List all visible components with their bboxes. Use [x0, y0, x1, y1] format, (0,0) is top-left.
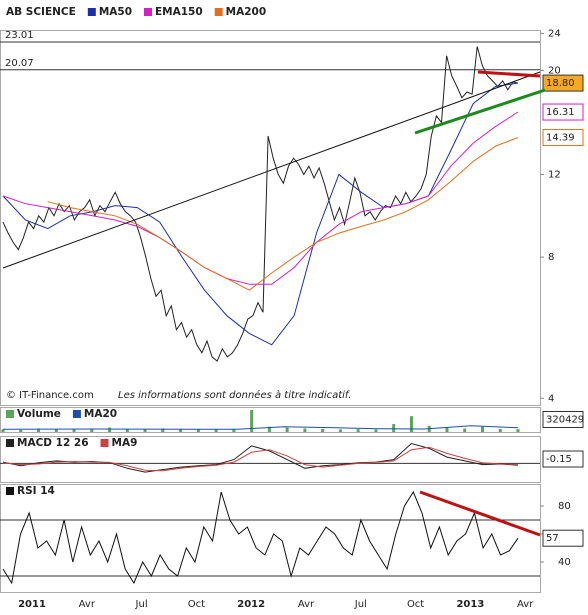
volume-bar	[392, 424, 396, 432]
volume-bar	[463, 428, 467, 432]
x-tick-label: 2013	[456, 599, 484, 610]
trend-line	[477, 70, 541, 78]
volume-bar	[321, 428, 325, 432]
value-badge-label: 320429	[546, 415, 584, 426]
legend-swatch	[87, 8, 96, 16]
volume-bar	[356, 429, 360, 432]
x-tick-label: Jul	[354, 599, 367, 610]
legend-swatch	[214, 8, 223, 16]
volume-bar	[108, 427, 112, 432]
panel-frame	[0, 484, 541, 593]
value-badge	[542, 529, 584, 547]
y-tick-label: 12	[548, 170, 561, 181]
source: © IT-Finance.com	[6, 390, 94, 401]
value-badge	[542, 129, 584, 147]
value-badge	[542, 74, 584, 92]
y-tick-label: 4	[548, 393, 554, 404]
volume-bar	[37, 428, 41, 432]
trend-line	[2, 71, 541, 269]
volume-bar	[90, 429, 94, 432]
value-badge-label: 14.39	[546, 133, 575, 144]
level-label: 20.07	[5, 58, 34, 69]
series-line	[2, 46, 519, 362]
volume-bar	[250, 410, 254, 432]
legend-swatch	[6, 439, 14, 447]
x-tick-label: Avr	[79, 599, 96, 610]
trend-line	[414, 88, 546, 135]
x-tick-label: Oct	[188, 599, 205, 610]
volume-bar	[161, 428, 165, 432]
legend-label: MA20	[84, 408, 117, 420]
series-line	[2, 446, 519, 472]
volume-bar	[480, 426, 484, 432]
legend-swatch	[6, 487, 14, 495]
y-tick-label: 8	[548, 252, 554, 263]
x-tick-label: Avr	[298, 599, 315, 610]
y-tick-label: 20	[548, 65, 561, 76]
disclaimer: Les informations sont données à titre in…	[118, 389, 351, 401]
x-tick-label: 2012	[237, 599, 265, 610]
volume-bar	[196, 429, 200, 432]
volume-bar	[498, 428, 502, 432]
volume-bar	[54, 428, 58, 432]
volume-bar	[143, 429, 147, 432]
panel-frame	[0, 436, 541, 483]
panel-frame	[0, 30, 541, 406]
legend-label: RSI 14	[17, 485, 55, 497]
volume-bar	[303, 428, 307, 432]
volume-bar	[19, 429, 23, 432]
volume-bar	[214, 429, 218, 432]
volume-bar	[409, 416, 413, 432]
series-line	[47, 137, 519, 291]
value-badge	[542, 411, 584, 428]
panel-frame	[0, 407, 541, 433]
legend-swatch	[6, 410, 14, 418]
legend-label: MA50	[99, 6, 132, 18]
trend-line	[419, 490, 541, 537]
volume-bar	[72, 429, 76, 432]
x-tick-label: Oct	[407, 599, 424, 610]
value-badge-label: 18.80	[546, 78, 575, 89]
series-line	[2, 82, 519, 346]
volume-bar	[516, 429, 520, 432]
legend-label: AB SCIENCE	[6, 6, 76, 18]
y-tick-label: 24	[548, 28, 561, 39]
legend-label: Volume	[17, 408, 61, 420]
volume-bar	[179, 428, 183, 432]
x-tick-label: Jul	[135, 599, 148, 610]
trend-lines	[2, 70, 546, 537]
volume-bar	[285, 427, 289, 432]
volume-bar	[338, 429, 342, 432]
volume-bar	[125, 428, 129, 432]
legend-label: MACD 12 26	[17, 437, 89, 449]
value-badge-label: 16.31	[546, 107, 575, 118]
x-tick-label: 2011	[18, 599, 46, 610]
volume-bar	[374, 429, 378, 432]
series-line	[2, 111, 519, 285]
volume-bar	[1, 429, 5, 432]
value-badge-label: -0.15	[546, 454, 572, 465]
volume-bar	[267, 426, 271, 432]
series-line	[2, 490, 519, 585]
legend-swatch	[100, 439, 109, 447]
y-tick-label: 40	[558, 557, 571, 568]
legend-label: EMA150	[155, 6, 203, 18]
value-badge-label: 57	[546, 533, 559, 544]
volume-bar	[445, 427, 449, 432]
value-badge	[542, 450, 584, 468]
level-label: 23.01	[5, 30, 34, 41]
legend-label: MA200	[226, 6, 267, 18]
legend-label: MA9	[112, 437, 138, 449]
value-badge	[542, 103, 584, 121]
y-tick-label: 80	[558, 501, 571, 512]
volume-bar	[232, 429, 236, 432]
legend-swatch	[72, 410, 81, 418]
legend-swatch	[144, 8, 152, 16]
x-tick-label: Avr	[517, 599, 534, 610]
series-line	[2, 425, 519, 430]
